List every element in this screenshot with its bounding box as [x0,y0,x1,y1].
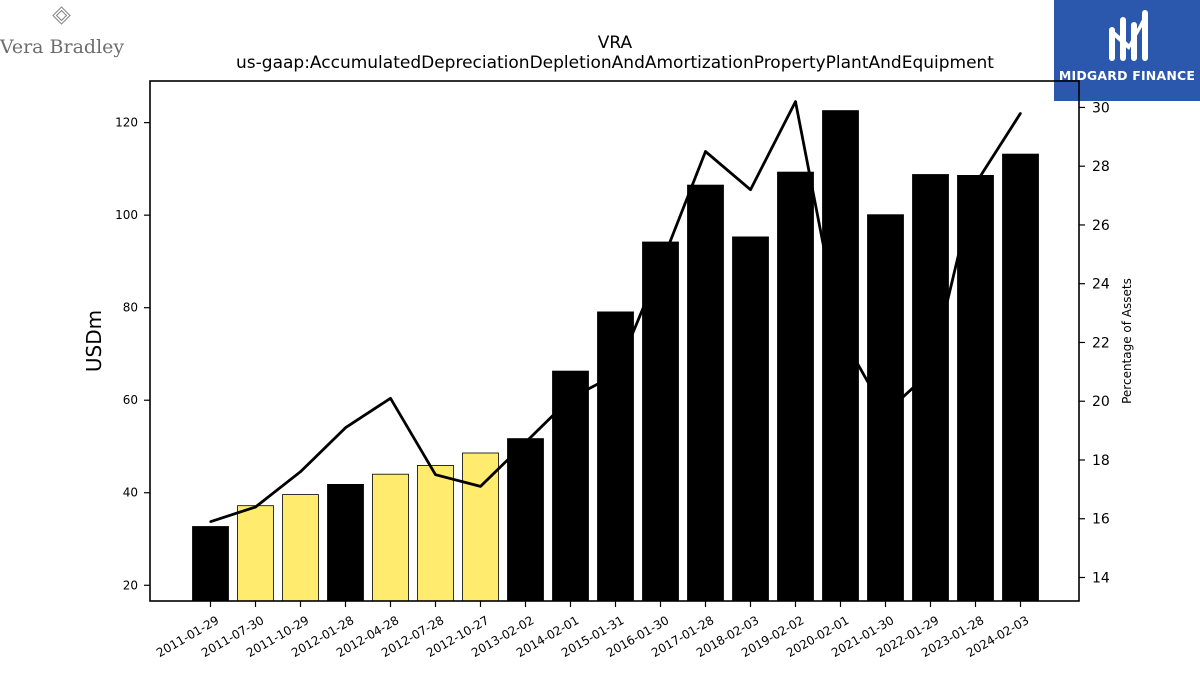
bar-2022-01-29 [912,174,949,602]
line-point-2012-04-28 [389,397,392,400]
y-axis-label: USDm [82,310,106,372]
chart-title: VRA [598,33,633,53]
bar-2023-01-28 [957,174,994,602]
bar-2014-02-01 [552,370,589,602]
y2-tick-label: 30 [1092,100,1110,116]
line-point-2019-02-02 [794,100,797,103]
bar-2013-02-02 [507,438,544,602]
line-point-2011-01-29 [209,520,212,523]
y-tick-label: 40 [123,486,138,500]
y2-tick-label: 16 [1092,512,1110,528]
line-point-2024-02-03 [1019,112,1022,115]
bar-2011-10-29 [282,494,319,602]
y-tick-label: 60 [123,393,138,407]
y2-tick-label: 18 [1092,453,1110,469]
y2-tick-label: 20 [1092,394,1110,410]
bar-2015-01-31 [597,311,634,602]
y2-tick-label: 14 [1092,570,1110,586]
right-logo-text: MIDGARD FINANCE [1058,68,1196,83]
x-axis: 2011-01-292011-07-302011-10-292012-01-28… [154,601,1031,660]
bar-series [192,110,1039,602]
diamond-logo-icon: Vera Bradley [0,6,124,58]
line-point-2021-01-30 [884,411,887,415]
y-tick-label: 100 [115,208,138,222]
y2-axis: 14 16 18 20 22 24 26 28 30 [1079,100,1110,586]
bar-2018-02-03 [732,236,769,602]
bar-2011-01-29 [192,526,229,602]
y2-tick-label: 24 [1092,277,1110,293]
midgard-m-icon [1109,10,1148,61]
left-logo-text: Vera Bradley [0,36,124,58]
y-tick-label: 80 [123,301,138,315]
line-point-2015-01-31 [614,373,617,376]
y2-axis-label: Percentage of Assets [1120,278,1134,404]
line-point-2023-01-28 [974,182,977,185]
y-tick-label: 120 [115,116,138,130]
bar-2017-01-28 [687,184,724,602]
y-tick-label: 20 [123,578,138,592]
bar-2012-01-28 [327,483,364,602]
bar-2012-07-28 [417,464,454,602]
bar-2019-02-02 [777,171,814,602]
line-point-2022-01-29 [929,370,932,373]
line-series [209,100,1022,524]
line-point-2012-10-27 [479,485,482,488]
y2-tick-label: 26 [1092,218,1110,234]
y-axis: 20 40 60 80 100 120 [115,116,150,592]
line-point-2012-07-28 [434,473,437,476]
line-point-2014-02-01 [569,397,572,400]
y2-tick-label: 28 [1092,159,1110,175]
line-point-2016-01-30 [659,264,662,268]
line-point-2017-01-28 [704,150,707,153]
line-point-2011-07-30 [254,505,257,509]
line-point-2018-02-03 [749,188,752,191]
bar-2011-07-30 [237,505,274,602]
line-point-2013-02-02 [524,441,527,444]
line-point-2012-01-28 [344,426,347,429]
bar-2021-01-30 [867,214,904,602]
line-point-2020-02-01 [839,332,842,335]
chart-subtitle: us-gaap:AccumulatedDepreciationDepletion… [236,53,994,73]
bar-2024-02-03 [1002,153,1039,602]
plot-frame [149,80,1080,602]
y2-tick-label: 22 [1092,335,1110,351]
company-logo: Vera Bradley [0,0,130,66]
bar-2012-04-28 [372,473,409,602]
line-point-2011-10-29 [299,470,302,473]
